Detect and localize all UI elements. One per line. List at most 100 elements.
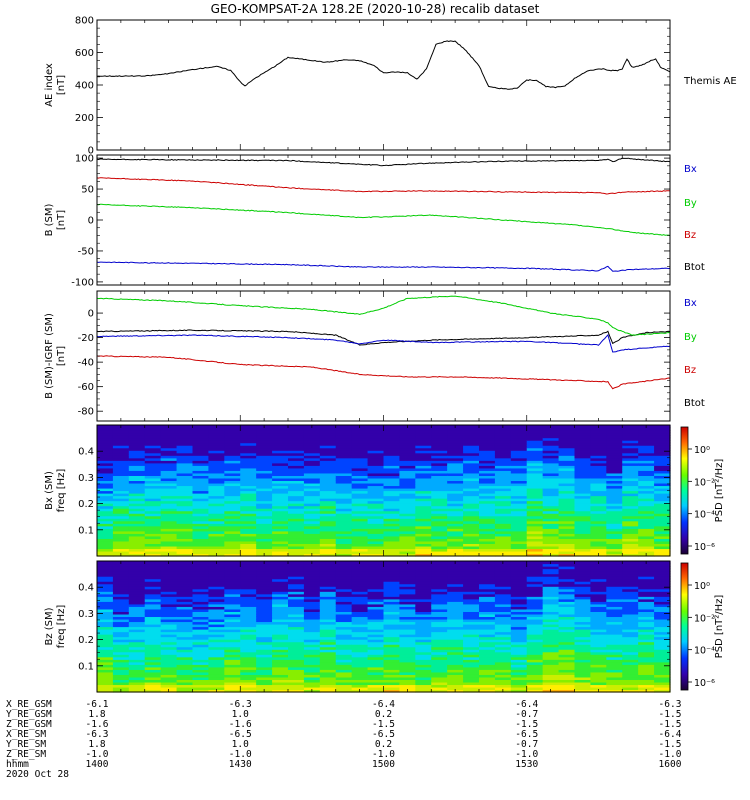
spec_bx-cell (654, 475, 671, 479)
spec_bx-cell (288, 460, 305, 464)
spec_bz-cell (526, 611, 544, 615)
spec_bz-cell (590, 623, 607, 628)
spec_bx-cell (256, 548, 273, 552)
spec_bx-cell (431, 513, 448, 517)
spec_bz-cell (303, 598, 321, 602)
spec_bx-cell (97, 482, 114, 487)
spec_bz-cell (463, 563, 480, 567)
spec_bx-cell (431, 528, 448, 532)
spec_bx-cell (479, 498, 496, 502)
spec_bz-cell (431, 621, 448, 625)
spec_bx-cell (479, 440, 496, 444)
spec_bx-cell (526, 515, 544, 519)
spec_bz-cell (256, 671, 273, 675)
spec_bz-cell (335, 583, 353, 587)
spec_bx-cell (303, 513, 321, 517)
spec_bz-cell (463, 583, 480, 587)
spec_bx-cell (192, 503, 210, 507)
spec_bz-cell (415, 613, 432, 618)
spec_bx-cell (208, 465, 225, 469)
spec_bx-cell (526, 445, 544, 449)
spec_bx-cell (558, 525, 576, 529)
spec_bx-cell (176, 518, 194, 522)
spec_bz-cell (479, 644, 496, 648)
spec_bx-cell (240, 518, 257, 522)
spec_bz-cell (542, 634, 560, 638)
spec_bz-cell (574, 644, 592, 648)
spec_bx-cell (399, 493, 416, 497)
spec_bz-cell (622, 639, 639, 643)
spec_bz-cell (224, 666, 241, 670)
spec_bx-cell (128, 553, 146, 557)
spec_bz-cell (128, 661, 146, 665)
spec_bx-cell (288, 445, 305, 449)
spec_bx-cell (463, 540, 480, 544)
spec_bz-cell (383, 661, 401, 665)
spec_bz-cell (351, 591, 369, 595)
spec_bz-cell (97, 588, 114, 592)
x-table-value: -1.5 (659, 719, 682, 730)
spec_bx-cell (383, 452, 401, 456)
spec_bx-cell (351, 515, 369, 519)
spec_bz-cell (590, 571, 607, 575)
spec_bx-cell (335, 477, 353, 482)
spec_bx-cell (590, 545, 607, 550)
spec_bx-cell (479, 452, 496, 456)
spec_bz-cell (510, 644, 528, 648)
spec_bz-cell (128, 566, 146, 570)
bdiff-legend-btot: Btot (684, 398, 705, 409)
spec_bz-cell (415, 631, 432, 635)
x-table-value: -6.5 (372, 729, 395, 740)
spec_bz-cell (208, 669, 225, 673)
spec_bx-cell (288, 442, 305, 446)
spec_bx-cell (128, 487, 146, 492)
x-table-row-label: Z_RE_GSM (6, 719, 52, 730)
spec_bz-cell (574, 623, 592, 628)
spec_bz-cell (526, 568, 544, 572)
spec_bz-cell (128, 644, 146, 648)
spec_bx-cell (192, 545, 210, 550)
spec_bz-cell (97, 689, 114, 693)
spec_bz-cell (431, 623, 448, 628)
spec_bz-cell (606, 598, 623, 602)
spec_bx-cell (224, 515, 241, 519)
spec_bz-cell (224, 576, 241, 580)
spec_bz-cell (303, 566, 321, 570)
spec_bz-cell (208, 623, 225, 628)
spec_bx-cell (112, 487, 130, 492)
spec_bx-cell (288, 447, 305, 451)
spec_bz-cell (399, 631, 416, 635)
spec_bx-cell (383, 545, 401, 550)
spec_bx-cell (654, 477, 671, 482)
spec_bz-cell (654, 679, 671, 683)
spec_bz-cell (510, 593, 528, 597)
spec_bx-cell (288, 430, 305, 434)
spec_bz-cell (654, 571, 671, 575)
spec_bz-cell (574, 689, 592, 693)
spec_bz-cell (351, 603, 369, 607)
spec_bz-cell (240, 644, 257, 648)
spec_bx-cell (319, 543, 337, 547)
spec_bx-cell (622, 455, 639, 459)
spec_bx-cell (256, 505, 273, 509)
bdiff-ytick-label: 0 (88, 309, 94, 320)
spec_bz-cell (319, 613, 337, 618)
spec_bx-cell (558, 450, 576, 454)
spec_bx-cell (224, 500, 241, 504)
spec_bx-cell (335, 518, 353, 522)
spec_bz-cell (590, 591, 607, 595)
spec_bx-cell (144, 460, 162, 464)
spec_bx-cell (558, 470, 576, 474)
spec_bx-cell (447, 515, 464, 519)
spec_bz-cell (224, 608, 241, 612)
spec_bx-cell (447, 462, 464, 466)
spec_bx-cell (240, 530, 257, 534)
spec_bz-cell (240, 674, 257, 678)
spec_bx-cell (510, 427, 528, 431)
spec_bz-cell (463, 641, 480, 645)
spec_bz-cell (256, 674, 273, 678)
spec_bx-cell (288, 440, 305, 444)
spec_bx-cell (176, 445, 194, 449)
spec_bx-cell (208, 523, 225, 527)
spec_bz-cell (367, 654, 385, 658)
